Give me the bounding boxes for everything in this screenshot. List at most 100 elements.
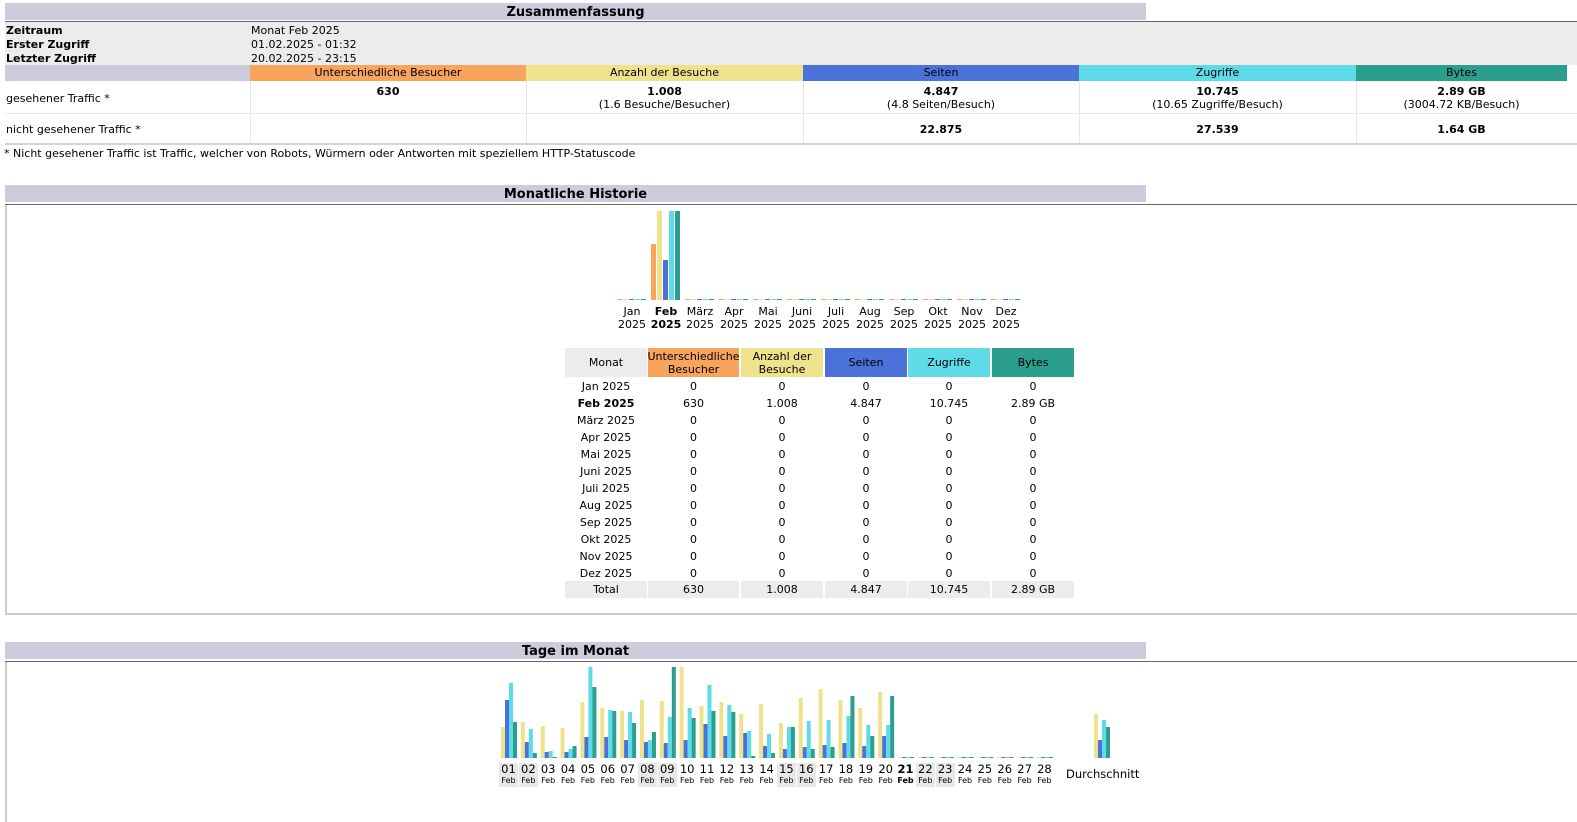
notviewed-pages-value: 22.875 — [919, 123, 963, 136]
viewed-visitors: 630 — [250, 85, 526, 98]
day-number: 15 — [779, 762, 794, 776]
day-month: Feb — [521, 776, 536, 785]
summary-header-visits: Anzahl der Besuche — [526, 65, 803, 81]
monthly-cell-month: Aug 2025 — [579, 499, 633, 512]
month-name: Aug — [859, 305, 881, 318]
monthly-cell-bytes: 0 — [1029, 499, 1037, 512]
day-axis-label: 26 Feb — [995, 763, 1014, 787]
monthly-header-bytes: Bytes — [992, 348, 1074, 377]
day-axis-label: 05 Feb — [578, 763, 597, 787]
monthly-cell-bytes: 0 — [1029, 431, 1037, 444]
month-name: Dez — [995, 305, 1017, 318]
monthly-cell-pages: 0 — [862, 516, 870, 529]
col-divider — [1079, 81, 1080, 144]
month-year: 2025 — [890, 318, 918, 331]
monthly-total-month: Total — [565, 581, 647, 598]
day-month: Feb — [957, 776, 973, 785]
monthly-header-visitors: Unterschiedliche Besucher — [647, 348, 740, 377]
day-month: Feb — [878, 776, 893, 785]
monthly-cell-pages: 0 — [862, 533, 870, 546]
monthly-cell-pages: 0 — [862, 482, 870, 495]
day-month: Feb — [680, 776, 695, 785]
month-year: 2025 — [788, 318, 816, 331]
period-row: Zeitraum Monat Feb 2025 — [6, 24, 340, 37]
month-year: 2025 — [686, 318, 714, 331]
summary-section-title: Zusammenfassung — [5, 3, 1146, 20]
monthly-total-pages: 4.847 — [825, 581, 907, 598]
monthly-cell-visitors: 0 — [690, 465, 697, 478]
day-number: 16 — [798, 762, 814, 776]
monthly-cell-visits: 1.008 — [766, 397, 798, 410]
monthly-cell-visits: 0 — [778, 516, 786, 529]
monthly-cell-hits: 0 — [945, 499, 953, 512]
summary-header-pages: Seiten — [803, 65, 1079, 81]
day-axis-label: 22 Feb — [915, 763, 935, 787]
notviewed-hits: 27.539 — [1079, 123, 1356, 136]
month-name: Nov — [961, 305, 983, 318]
month-axis-label: Apr 2025 — [717, 305, 751, 331]
day-month: Feb — [838, 776, 854, 785]
day-axis-label: 14 Feb — [757, 763, 776, 787]
notviewed-hits-value: 27.539 — [1196, 123, 1239, 136]
monthly-cell-month: Jan 2025 — [581, 380, 631, 393]
monthly-cell-hits: 0 — [945, 482, 953, 495]
monthly-cell-bytes: 0 — [1029, 533, 1037, 546]
monthly-cell-bytes: 0 — [1029, 414, 1037, 427]
viewed-visitors-value: 630 — [376, 85, 400, 98]
month-axis-label: Okt 2025 — [921, 305, 955, 331]
month-axis-label: Dez 2025 — [989, 305, 1023, 331]
day-month: Feb — [1017, 776, 1032, 785]
monthly-cell-pages: 0 — [862, 414, 870, 427]
day-number: 14 — [759, 762, 774, 776]
monthly-header-month: Monat — [565, 348, 647, 377]
monthly-cell-visitors: 0 — [690, 414, 697, 427]
monthly-cell-bytes: 2.89 GB — [1010, 397, 1056, 410]
monthly-cell-hits: 0 — [945, 465, 953, 478]
monthly-cell-pages: 0 — [862, 431, 870, 444]
day-month: Feb — [719, 776, 734, 785]
first-access-row: Erster Zugriff 01.02.2025 - 01:32 — [6, 38, 357, 51]
day-number: 10 — [679, 762, 695, 776]
month-year: 2025 — [822, 318, 850, 331]
monthly-cell-pages: 0 — [862, 465, 870, 478]
period-label: Zeitraum — [6, 24, 63, 37]
month-year: 2025 — [856, 318, 884, 331]
row-divider — [5, 113, 1577, 114]
day-axis-label: 10 Feb — [678, 763, 697, 787]
col-divider — [250, 81, 251, 144]
day-number: 28 — [1037, 762, 1052, 776]
day-number: 23 — [937, 762, 953, 776]
month-axis-label: Aug 2025 — [853, 305, 887, 331]
day-axis-label: 27 Feb — [1015, 763, 1034, 787]
monthly-total-visitors: 630 — [648, 581, 739, 598]
month-axis-label: Nov 2025 — [955, 305, 989, 331]
month-year: 2025 — [992, 318, 1020, 331]
day-axis-label: 23 Feb — [935, 762, 955, 787]
day-month: Feb — [739, 776, 754, 785]
monthly-cell-visits: 0 — [778, 499, 786, 512]
summary-header-hits: Zugriffe — [1079, 65, 1356, 81]
monthly-cell-hits: 0 — [945, 567, 953, 580]
summary-bottom-rule — [5, 143, 1577, 145]
monthly-cell-pages: 0 — [862, 550, 870, 563]
col-divider — [803, 81, 804, 144]
notviewed-traffic-label: nicht gesehener Traffic * — [6, 123, 141, 136]
day-number: 05 — [580, 762, 596, 776]
day-number: 25 — [977, 762, 993, 776]
last-access-value: 20.02.2025 - 23:15 — [251, 52, 357, 65]
monthly-cell-pages: 0 — [862, 499, 870, 512]
month-name: Apr — [724, 305, 744, 318]
monthly-cell-visits: 0 — [778, 550, 786, 563]
day-axis-label: 24 Feb — [956, 763, 975, 787]
monthly-cell-month: Juli 2025 — [582, 482, 630, 495]
day-number: 12 — [719, 762, 735, 776]
monthly-cell-hits: 0 — [945, 448, 953, 461]
col-divider — [1356, 81, 1357, 144]
day-month: Feb — [660, 776, 675, 785]
monthly-cell-visits: 0 — [778, 533, 786, 546]
last-access-label: Letzter Zugriff — [6, 52, 96, 65]
monthly-cell-bytes: 0 — [1029, 448, 1037, 461]
day-number: 02 — [521, 762, 536, 776]
day-number: 08 — [640, 762, 655, 776]
viewed-visits-ratio: (1.6 Besuche/Besucher) — [598, 98, 731, 111]
